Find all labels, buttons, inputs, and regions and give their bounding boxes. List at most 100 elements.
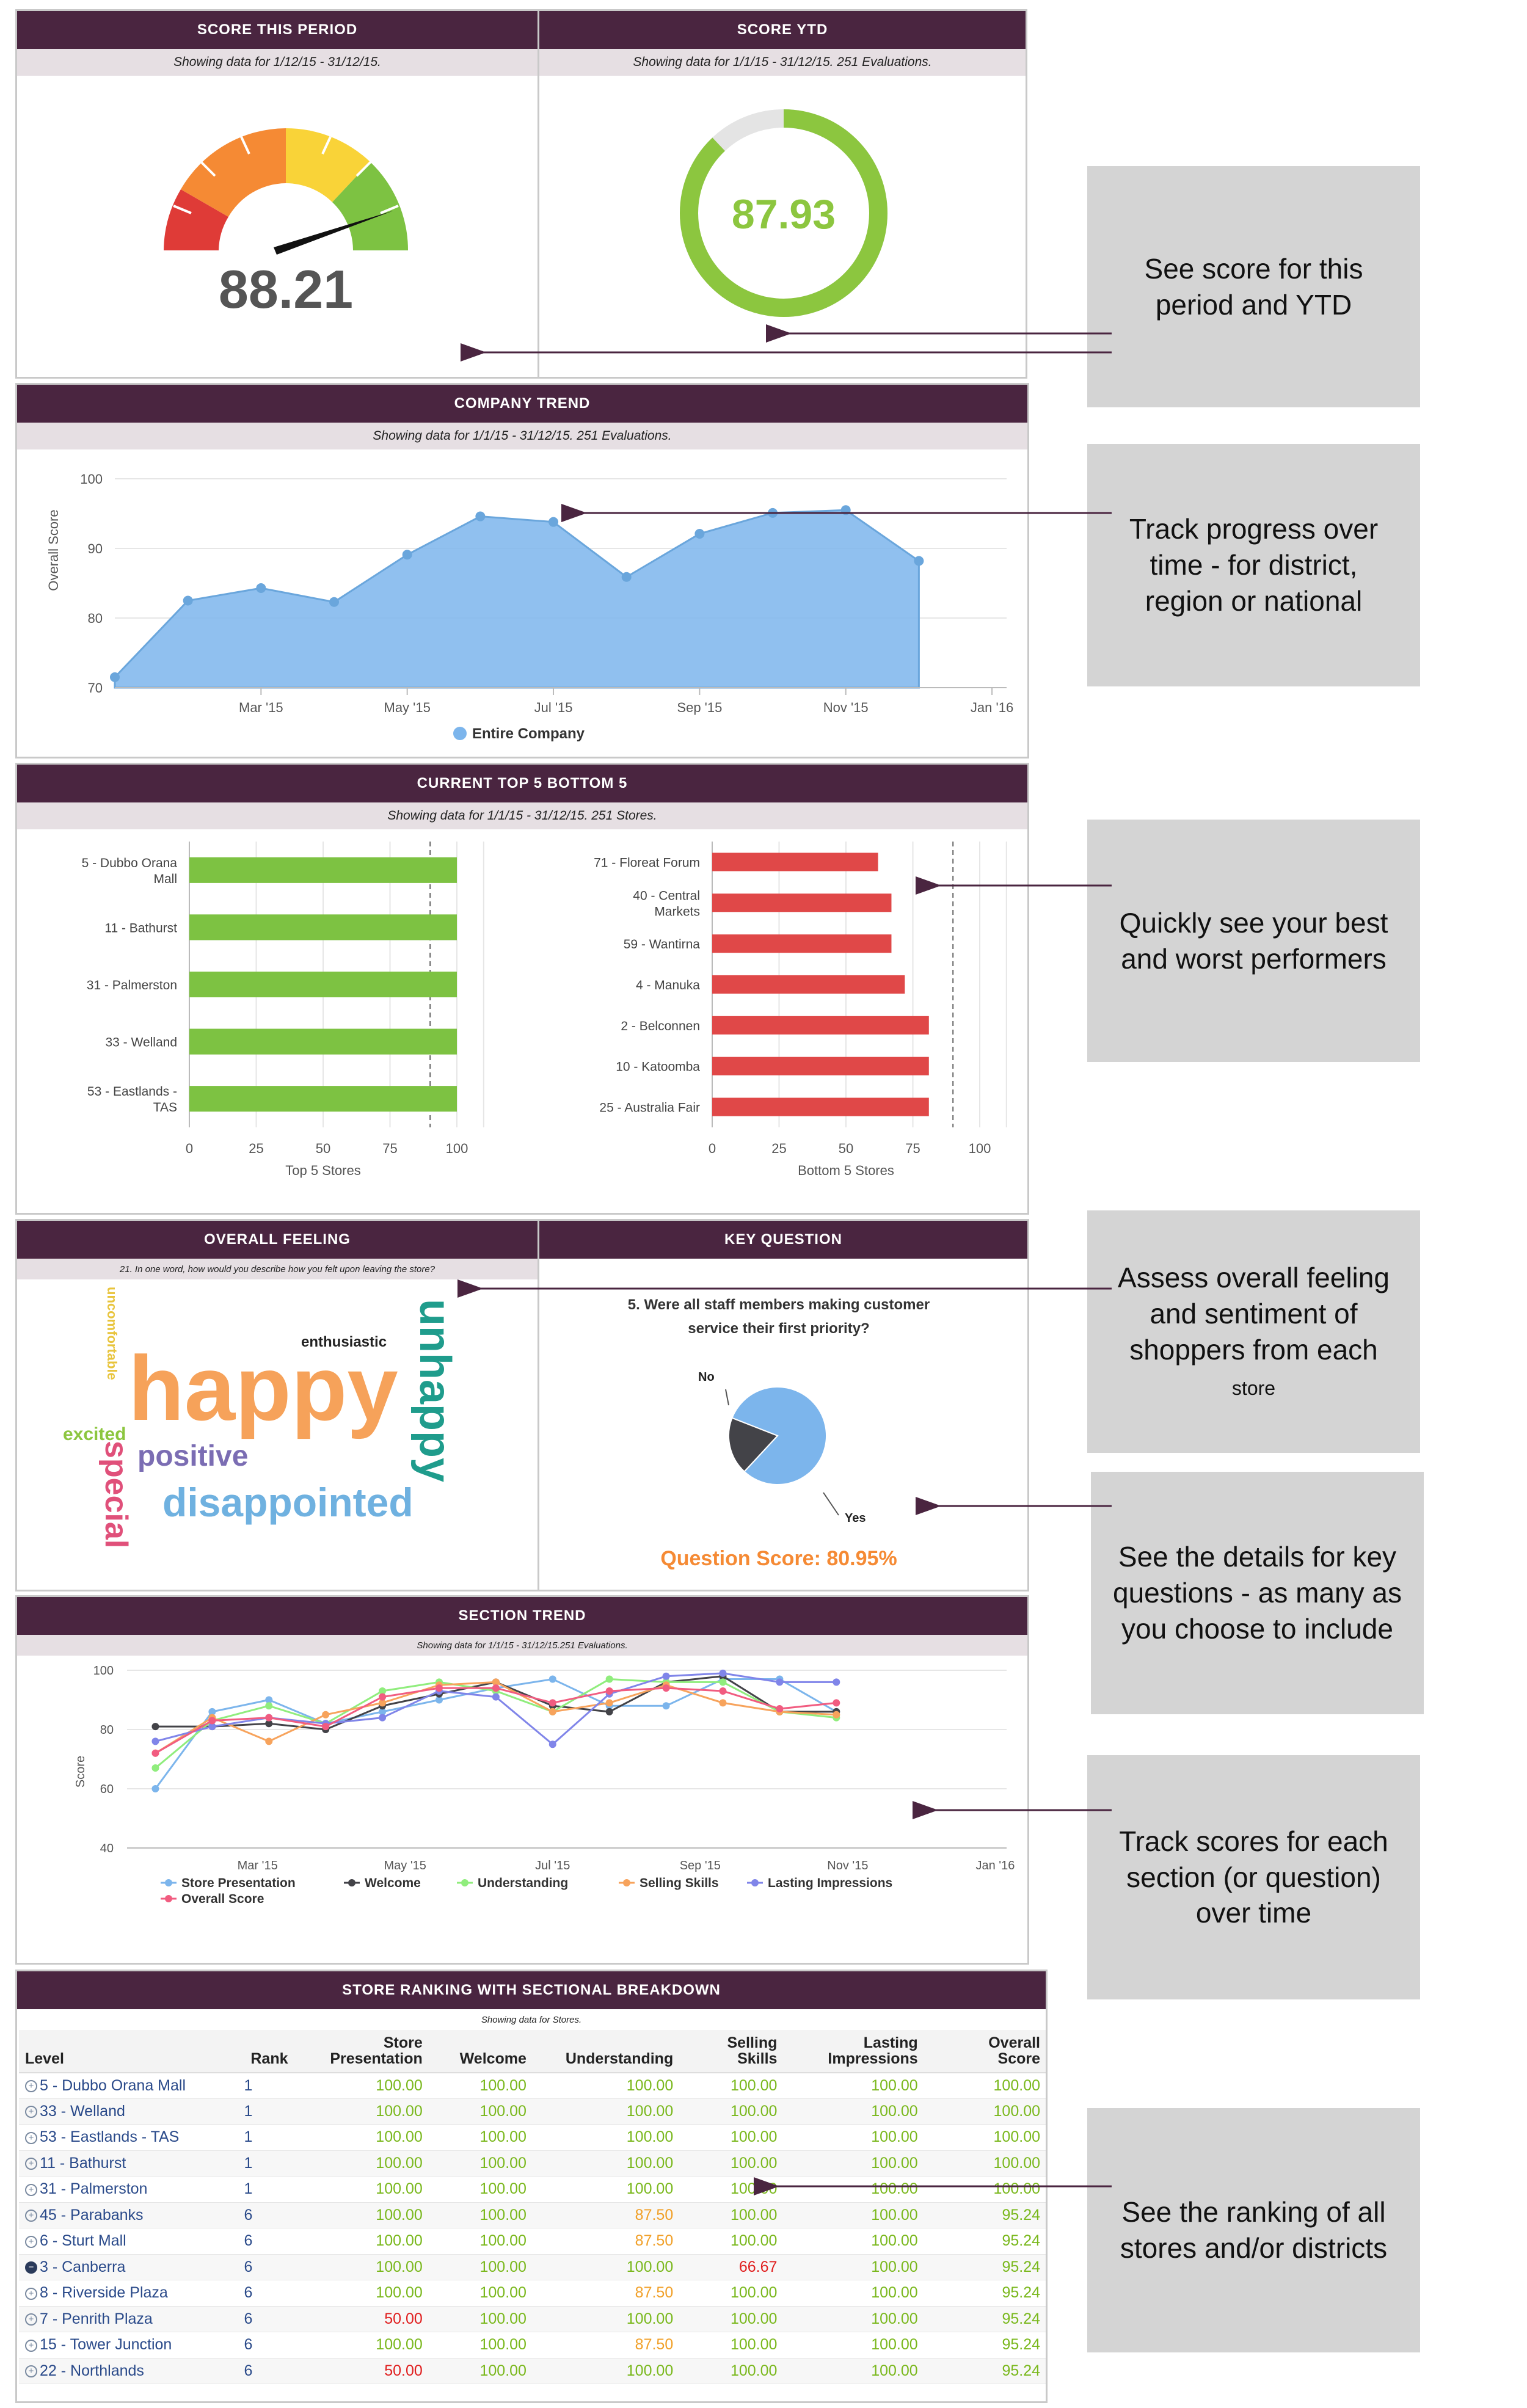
category-label: 33 - Welland [105,1036,177,1050]
panel-title: STORE RANKING WITH SECTIONAL BREAKDOWN [17,1971,1046,2009]
table-row[interactable]: −3 - Canberra 6 100.00 100.00 100.00 66.67 100… [19,2254,1046,2280]
col-store-presentation[interactable]: Store Presentation [330,2034,423,2068]
rank-cell: 6 [202,2228,294,2255]
rank-cell: 1 [202,2098,294,2125]
level-cell[interactable]: +15 - Tower Junction [19,2332,203,2359]
panel-title: OVERALL FEELING [17,1221,538,1259]
table-row[interactable]: +31 - Palmerston 1 100.00 100.00 100.00 100.0… [19,2176,1046,2203]
panel-title: SCORE THIS PERIOD [17,11,538,49]
score-cell: 100.00 [294,2254,429,2280]
legend-marker [461,1879,468,1886]
word-happy: happy [128,1337,398,1439]
category-label: TAS [153,1100,177,1115]
level-cell[interactable]: +33 - Welland [19,2098,203,2125]
ytd-ring-chart: 87.93 [680,109,887,317]
legend-label: Welcome [365,1876,421,1890]
bar [712,975,905,994]
table-row[interactable]: +15 - Tower Junction 6 100.00 100.00 87.50 10… [19,2332,1046,2359]
col-rank[interactable]: Rank [250,2050,288,2068]
y-tick-label: 100 [80,471,103,487]
series-point [605,1675,613,1683]
expand-icon[interactable]: + [25,2210,37,2222]
col-selling-skills[interactable]: Selling Skills [727,2034,778,2068]
table-row[interactable]: +53 - Eastlands - TAS 1 100.00 100.00 100.00… [19,2124,1046,2151]
category-label: 31 - Palmerston [87,978,177,992]
legend-label: Overall Score [181,1892,264,1906]
table-row[interactable]: +6 - Sturt Mall 6 100.00 100.00 87.50 100.00 1… [19,2228,1046,2255]
y-tick-label: 100 [93,1664,114,1678]
expand-icon[interactable]: + [25,2339,37,2352]
category-label: 40 - Central [633,889,700,903]
expand-icon[interactable]: + [25,2131,37,2144]
section-trend-panel: SECTION TREND Showing data for 1/1/15 - … [15,1595,1029,1965]
y-tick-label: 80 [100,1723,114,1737]
bar [712,1097,929,1116]
score-cell: 100.00 [294,2332,429,2359]
bar [712,853,878,871]
col-overall-score[interactable]: Overall Score [988,2034,1040,2068]
series-point [151,1749,159,1757]
panel-subtitle: Showing data for Stores. [17,2009,1046,2030]
expand-icon[interactable]: + [25,2106,37,2119]
table-row[interactable]: +8 - Riverside Plaza 6 100.00 100.00 87.50 10… [19,2280,1046,2307]
x-tick-label: Jan '16 [975,1859,1015,1872]
series-point [833,1678,840,1686]
level-cell[interactable]: −3 - Canberra [19,2254,203,2280]
level-cell[interactable]: +7 - Penrith Plaza [19,2306,203,2332]
bar [189,1028,457,1055]
y-tick-label: 60 [100,1783,114,1796]
key-question-panel: KEY QUESTION 5. Were all staff members m… [538,1219,1029,1591]
level-cell[interactable]: +31 - Palmerston [19,2176,203,2203]
expand-icon[interactable]: − [25,2261,37,2274]
x-tick-label: 0 [709,1141,716,1156]
col-level[interactable]: Level [25,2050,64,2068]
level-cell[interactable]: +8 - Riverside Plaza [19,2280,203,2307]
expand-icon[interactable]: + [25,2158,37,2170]
col-welcome[interactable]: Welcome [459,2050,527,2068]
pie-label-no: No [698,1370,715,1384]
trend-point [840,505,851,515]
series-point [208,1708,216,1715]
expand-icon[interactable]: + [25,2287,37,2300]
table-row[interactable]: +7 - Penrith Plaza 6 50.00 100.00 100.00 100.… [19,2306,1046,2332]
level-cell[interactable]: +5 - Dubbo Orana Mall [19,2072,203,2099]
legend-marker [453,727,467,740]
x-axis-label: Top 5 Stores [285,1163,361,1178]
score-cell: 100.00 [428,2280,533,2307]
expand-icon[interactable]: + [25,2079,37,2092]
table-row[interactable]: +22 - Northlands 6 50.00 100.00 100.00 100.00… [19,2358,1046,2384]
category-label: 59 - Wantirna [624,937,701,951]
panel-title: CURRENT TOP 5 BOTTOM 5 [17,765,1027,802]
expand-icon[interactable]: + [25,2183,37,2196]
table-row[interactable]: +45 - Parabanks 6 100.00 100.00 87.50 100.00 1… [19,2202,1046,2228]
table-row[interactable]: +5 - Dubbo Orana Mall 1 100.00 100.00 100.00… [19,2072,1046,2099]
series-point [492,1693,500,1701]
series-point [776,1678,784,1686]
level-cell[interactable]: +53 - Eastlands - TAS [19,2124,203,2151]
level-cell[interactable]: +22 - Northlands [19,2358,203,2384]
score-cell: 100.00 [679,2098,784,2125]
expand-icon[interactable]: + [25,2235,37,2248]
level-cell[interactable]: +11 - Bathurst [19,2150,203,2177]
score-cell: 87.50 [532,2228,680,2255]
x-tick-label: Jul '15 [534,700,573,715]
section-trend-chart: Score 100 80 60 40 Mar '15 May '15 Jul '15 Sep … [74,1664,1015,1906]
question-text: service their first priority? [688,1320,869,1337]
table-row[interactable]: +11 - Bathurst 1 100.00 100.00 100.00 100.00 1… [19,2150,1046,2177]
y-axis-label: Score [74,1756,87,1788]
expand-icon[interactable]: + [25,2365,37,2378]
score-cell: 100.00 [783,2306,924,2332]
col-lasting-impressions[interactable]: Lasting Impressions [828,2034,918,2068]
expand-icon[interactable]: + [25,2313,37,2326]
score-cell: 95.24 [924,2358,1046,2384]
level-cell[interactable]: +45 - Parabanks [19,2202,203,2228]
series-point [265,1737,273,1745]
score-cell: 100.00 [924,2072,1046,2099]
score-cell: 95.24 [924,2202,1046,2228]
callout-trend: Track progress over time - for district, r… [1087,444,1420,686]
col-understanding[interactable]: Understanding [565,2050,674,2068]
table-row[interactable]: +33 - Welland 1 100.00 100.00 100.00 100.00 10… [19,2098,1046,2125]
x-axis-label: Bottom 5 Stores [798,1163,894,1178]
level-cell[interactable]: +6 - Sturt Mall [19,2228,203,2255]
score-cell: 100.00 [428,2332,533,2359]
